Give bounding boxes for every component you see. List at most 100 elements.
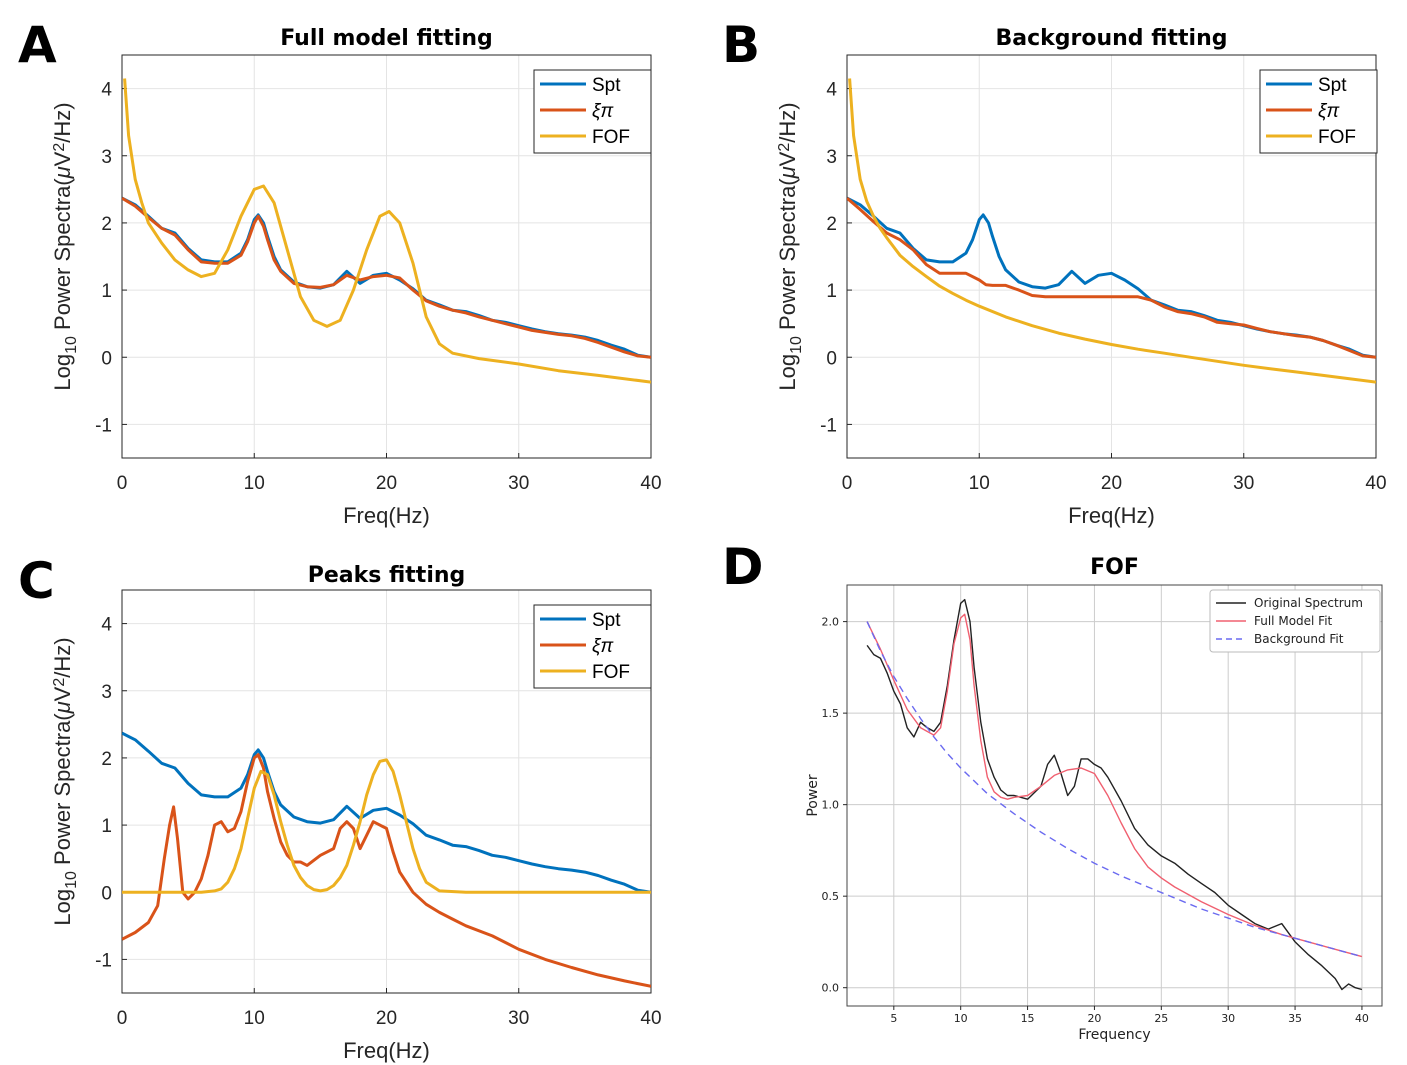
panel-d-legend-label-1: Full Model Fit bbox=[1254, 614, 1333, 628]
panel-a-y-tick-label: 3 bbox=[101, 147, 112, 168]
panel-d-plot-area bbox=[847, 585, 1382, 1006]
panel-d-x-tick-label: 30 bbox=[1221, 1012, 1235, 1025]
panel-a-legend-label-1: ξπ bbox=[592, 101, 614, 122]
panel-c-x-tick-label: 10 bbox=[244, 1008, 265, 1029]
panel-c-y-label-log: Log bbox=[50, 889, 75, 926]
panel-c-legend-label-0: Spt bbox=[592, 610, 621, 631]
panel-a-y-label-v: V bbox=[50, 151, 75, 166]
panel-c-x-axis-label: Freq(Hz) bbox=[343, 1038, 430, 1063]
panel-a-y-label-mid: Power Spectra( bbox=[50, 178, 75, 336]
panel-d-series-line-0 bbox=[866, 598, 1363, 991]
panel-a-y-label-end: /Hz) bbox=[50, 102, 75, 142]
panel-b-y-label-v: V bbox=[775, 151, 800, 166]
panel-letter-d: D bbox=[722, 538, 764, 596]
panel-d-x-axis-label: Frequency bbox=[1078, 1027, 1150, 1043]
panel-b-y-label-sup: 2 bbox=[776, 143, 793, 152]
panel-b-x-tick-label: 30 bbox=[1233, 473, 1254, 494]
panel-a-series-line-2 bbox=[123, 78, 651, 384]
panel-d-y-tick-label: 1.5 bbox=[822, 707, 840, 720]
panel-b-y-label-log: Log bbox=[775, 354, 800, 391]
panel-c-x-tick-label: 20 bbox=[376, 1008, 397, 1029]
panel-d-x-tick-label: 5 bbox=[890, 1012, 897, 1025]
panel-d-series-line-2 bbox=[866, 621, 1363, 958]
panel-b-y-tick-label: 4 bbox=[826, 80, 837, 101]
panel-b-y-axis-label: Log10 Power Spectra(μV2/Hz) bbox=[775, 102, 805, 390]
panel-b-x-tick-label: 20 bbox=[1101, 473, 1122, 494]
panel-b-x-tick-label: 0 bbox=[842, 473, 853, 494]
panel-c-y-axis-label: Log10 Power Spectra(μV2/Hz) bbox=[50, 637, 80, 925]
panel-b-x-tick-label: 10 bbox=[969, 473, 990, 494]
panel-b-y-tick-label: -1 bbox=[820, 415, 837, 436]
chart-panel-d: 5 10 15 20 25 30 35 40 0.0 0.5 1.0 1.5 2.0 FOF Frequen… bbox=[805, 555, 1383, 1043]
panel-a-x-tick-label: 40 bbox=[640, 473, 661, 494]
panel-b-x-axis-label: Freq(Hz) bbox=[1068, 503, 1155, 528]
panel-a-x-tick-label: 20 bbox=[376, 473, 397, 494]
panel-b-series-line-2 bbox=[848, 78, 1376, 384]
panel-d-y-tick-label: 1.0 bbox=[822, 799, 840, 812]
panel-a-y-label-sup: 2 bbox=[51, 143, 68, 152]
panel-b-legend-label-1: ξπ bbox=[1318, 101, 1340, 122]
panel-d-legend-box bbox=[1209, 589, 1381, 653]
panel-a-x-tick-label: 0 bbox=[117, 473, 128, 494]
panel-b-y-tick-label: 1 bbox=[826, 281, 837, 302]
panel-d-x-tick-label: 25 bbox=[1154, 1012, 1168, 1025]
panel-a-legend-label-2: FOF bbox=[592, 127, 630, 148]
panel-b-legend-label-0: Spt bbox=[1318, 75, 1347, 96]
panel-d-title: FOF bbox=[1090, 555, 1139, 580]
panel-c-legend-label-2: FOF bbox=[592, 662, 630, 683]
chart-panel-b: 0 10 20 30 40 -1 0 1 2 3 4 Background fitting Freq(H… bbox=[775, 26, 1387, 528]
panel-c-y-tick-label: 4 bbox=[101, 615, 112, 636]
panel-c-series-line-2 bbox=[122, 758, 651, 894]
panel-d-y-tick-label: 0.0 bbox=[822, 982, 840, 995]
panel-d-x-tick-label: 15 bbox=[1021, 1012, 1035, 1025]
panel-b-series-line-1 bbox=[847, 196, 1376, 359]
panel-d-y-tick-label: 0.5 bbox=[822, 890, 840, 903]
panel-c-x-tick-label: 0 bbox=[117, 1008, 128, 1029]
panel-letter-a: A bbox=[18, 16, 57, 74]
panel-b-legend-label-2: FOF bbox=[1318, 127, 1356, 148]
panel-d-y-tick-label: 2.0 bbox=[822, 616, 840, 629]
panel-b-x-tick-label: 40 bbox=[1365, 473, 1386, 494]
panel-b-y-label-end: /Hz) bbox=[775, 102, 800, 142]
panel-a-y-tick-label: 2 bbox=[101, 214, 112, 235]
panel-a-y-axis-label: Log10 Power Spectra(μV2/Hz) bbox=[50, 102, 80, 390]
panel-a-y-tick-label: 4 bbox=[101, 80, 112, 101]
panel-a-y-tick-label: 1 bbox=[101, 281, 112, 302]
panel-b-y-tick-label: 0 bbox=[826, 348, 837, 369]
panel-c-y-tick-label: 3 bbox=[101, 682, 112, 703]
panel-letter-b: B bbox=[722, 16, 760, 74]
panel-a-y-tick-label: -1 bbox=[95, 415, 112, 436]
panel-d-legend-label-2: Background Fit bbox=[1254, 632, 1344, 646]
panel-a-y-label-mu: μ bbox=[50, 166, 75, 179]
panel-c-y-label-sup: 2 bbox=[51, 678, 68, 687]
panel-c-x-tick-label: 30 bbox=[508, 1008, 529, 1029]
panel-b-y-label-mid: Power Spectra( bbox=[775, 178, 800, 336]
panel-c-y-tick-label: -1 bbox=[95, 950, 112, 971]
panel-d-legend-label-0: Original Spectrum bbox=[1254, 596, 1363, 610]
panel-a-x-tick-label: 10 bbox=[244, 473, 265, 494]
panel-c-y-label-mid: Power Spectra( bbox=[50, 713, 75, 871]
panel-b-y-tick-label: 2 bbox=[826, 214, 837, 235]
panel-d-x-tick-label: 40 bbox=[1355, 1012, 1369, 1025]
panel-c-y-label-end: /Hz) bbox=[50, 637, 75, 677]
panel-d-axes-box bbox=[846, 584, 1383, 1007]
panel-b-y-label-mu: μ bbox=[775, 166, 800, 179]
panel-c-legend-label-1: ξπ bbox=[592, 636, 614, 657]
panel-c-y-tick-label: 2 bbox=[101, 749, 112, 770]
panel-a-x-axis-label: Freq(Hz) bbox=[343, 503, 430, 528]
panel-d-y-axis-label: Power bbox=[805, 774, 821, 817]
panel-a-y-label-sub: 10 bbox=[63, 336, 80, 354]
panel-b-y-tick-label: 3 bbox=[826, 147, 837, 168]
panel-c-y-tick-label: 1 bbox=[101, 816, 112, 837]
panel-c-y-label-v: V bbox=[50, 686, 75, 701]
panel-d-x-tick-label: 20 bbox=[1087, 1012, 1101, 1025]
panel-letter-c: C bbox=[18, 552, 55, 610]
panel-b-y-label-sub: 10 bbox=[788, 336, 805, 354]
panel-d-x-tick-label: 35 bbox=[1288, 1012, 1302, 1025]
panel-c-y-tick-label: 0 bbox=[101, 883, 112, 904]
panel-a-y-tick-label: 0 bbox=[101, 348, 112, 369]
panel-a-y-label-log: Log bbox=[50, 354, 75, 391]
panel-d-x-tick-label: 10 bbox=[954, 1012, 968, 1025]
panel-a-title: Full model fitting bbox=[280, 26, 493, 51]
